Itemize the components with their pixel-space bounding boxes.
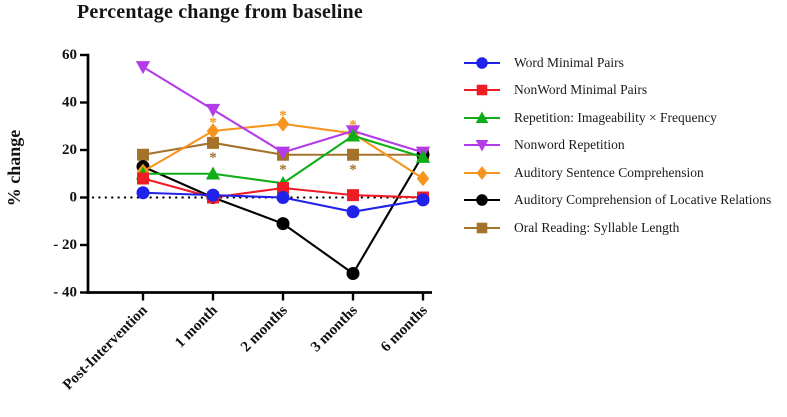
triangle-up-icon — [464, 111, 500, 123]
data-point — [137, 172, 149, 185]
x-tick-label: Post-Intervention — [60, 302, 151, 393]
data-point — [137, 148, 149, 161]
data-point — [205, 103, 221, 117]
legend-item-oral-reading-syllable-length: Oral Reading: Syllable Length — [463, 214, 771, 242]
data-point — [277, 182, 289, 194]
legend-item-auditory-comprehension-of-locative-relations: Auditory Comprehension of Locative Relat… — [463, 187, 771, 215]
data-point — [415, 149, 431, 163]
data-point — [347, 148, 359, 161]
y-tick-label: 60 — [62, 47, 77, 63]
series-word-minimal-pairs — [136, 186, 430, 219]
significance-asterisk: * — [279, 162, 287, 178]
y-tick-label: 0 — [70, 190, 78, 206]
circle-icon — [464, 57, 500, 69]
y-tick-label: 20 — [62, 142, 77, 158]
legend-item-nonword-minimal-pairs: NonWord Minimal Pairs — [463, 77, 771, 105]
significance-asterisk: * — [209, 150, 217, 166]
data-point — [276, 116, 290, 132]
legend-marker — [476, 194, 488, 206]
data-point — [347, 189, 359, 202]
diamond-icon — [464, 165, 500, 180]
square-icon — [464, 84, 500, 96]
data-point — [206, 123, 220, 139]
legend-marker — [476, 165, 488, 180]
significance-asterisk: * — [279, 108, 287, 124]
data-point — [416, 193, 430, 207]
data-point — [345, 128, 361, 142]
data-point — [346, 205, 360, 219]
y-tick-label: - 20 — [53, 237, 77, 253]
legend-label: Word Minimal Pairs — [514, 54, 624, 70]
legend-marker — [475, 111, 489, 123]
legend-item-auditory-sentence-comprehension: Auditory Sentence Comprehension — [463, 159, 771, 187]
legend-item-word-minimal-pairs: Word Minimal Pairs — [463, 49, 771, 77]
data-point — [276, 191, 290, 204]
significance-asterisk: * — [209, 115, 217, 131]
chart-title: Percentage change from baseline — [77, 1, 363, 23]
x-tick-label: 6 months — [378, 302, 431, 355]
legend: Word Minimal Pairs NonWord Minimal Pairs R… — [463, 49, 771, 242]
legend-marker — [476, 57, 488, 69]
y-tick-label: - 40 — [53, 285, 77, 301]
legend-label: Auditory Sentence Comprehension — [514, 164, 704, 180]
triangle-down-icon — [464, 140, 500, 152]
legend-item-nonword-repetition: Nonword Repetition — [463, 132, 771, 160]
legend-label: Repetition: Imageability × Frequency — [514, 109, 717, 125]
data-point — [135, 61, 151, 75]
legend-label: NonWord Minimal Pairs — [514, 82, 648, 98]
legend-marker — [476, 222, 488, 234]
significance-asterisk: * — [349, 162, 357, 178]
data-point — [416, 170, 430, 187]
data-point — [346, 267, 360, 280]
legend-item-repetition-imageability-frequency: Repetition: Imageability × Frequency — [463, 104, 771, 132]
data-point — [205, 166, 221, 180]
y-tick-label: 40 — [62, 95, 77, 111]
data-point — [276, 217, 290, 231]
x-tick-label: 2 months — [238, 302, 291, 355]
data-point — [206, 188, 220, 202]
legend-label: Auditory Comprehension of Locative Relat… — [514, 192, 772, 208]
circle-icon — [464, 194, 500, 206]
data-point — [275, 146, 291, 160]
x-tick-label: 1 month — [172, 302, 221, 351]
data-point — [136, 186, 150, 200]
legend-label: Oral Reading: Syllable Length — [514, 219, 680, 235]
square-icon — [464, 222, 500, 234]
series-nonword-repetition — [135, 61, 431, 160]
legend-marker — [475, 140, 489, 152]
legend-label: Nonword Repetition — [514, 137, 625, 153]
x-tick-label: 3 months — [308, 302, 361, 355]
significance-asterisk: * — [349, 117, 357, 133]
legend-marker — [476, 84, 488, 96]
data-point — [207, 136, 219, 149]
